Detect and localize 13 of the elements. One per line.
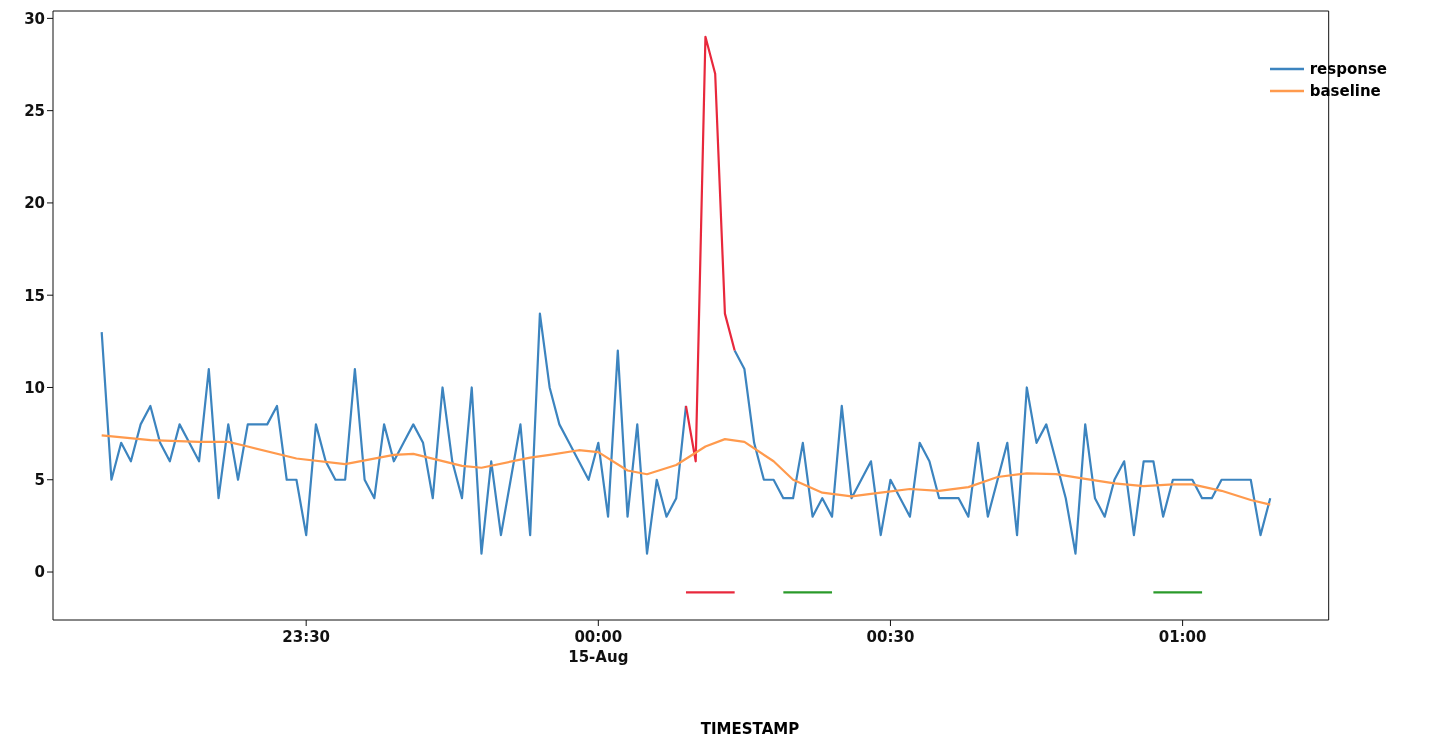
- x-tick-label: 00:00 15-Aug: [568, 628, 629, 666]
- y-tick-label: 15: [24, 286, 45, 305]
- x-tick-label: 23:30: [282, 628, 331, 646]
- y-tick-label: 0: [34, 563, 45, 582]
- x-axis-title: TIMESTAMP: [699, 720, 801, 738]
- line-series: [684, 35, 736, 463]
- y-tick-label: 5: [34, 471, 45, 490]
- x-tick-label: 01:00: [1158, 628, 1207, 646]
- y-tick-label: 30: [24, 9, 45, 28]
- y-tick-label: 25: [24, 101, 45, 120]
- y-tick-label: 20: [24, 194, 45, 213]
- y-tick-label: 10: [24, 378, 45, 397]
- x-tick-label: 00:30: [866, 628, 915, 646]
